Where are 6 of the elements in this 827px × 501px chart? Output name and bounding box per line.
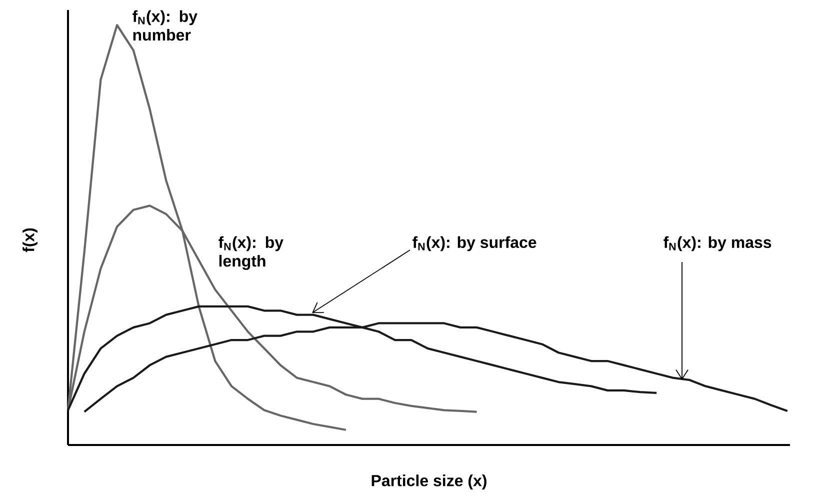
annotation: f$_{N}$(x): by length [218,236,284,270]
x-axis-title: Particle size (x) [372,474,486,490]
annotation: f$_{N}$(x): by surface [412,236,536,252]
y-axis-title: f(x) [22,228,38,252]
annotation: f$_{N}$(x): by number [132,10,198,41]
annotation: f$_{N}$(x): by mass [664,236,772,252]
